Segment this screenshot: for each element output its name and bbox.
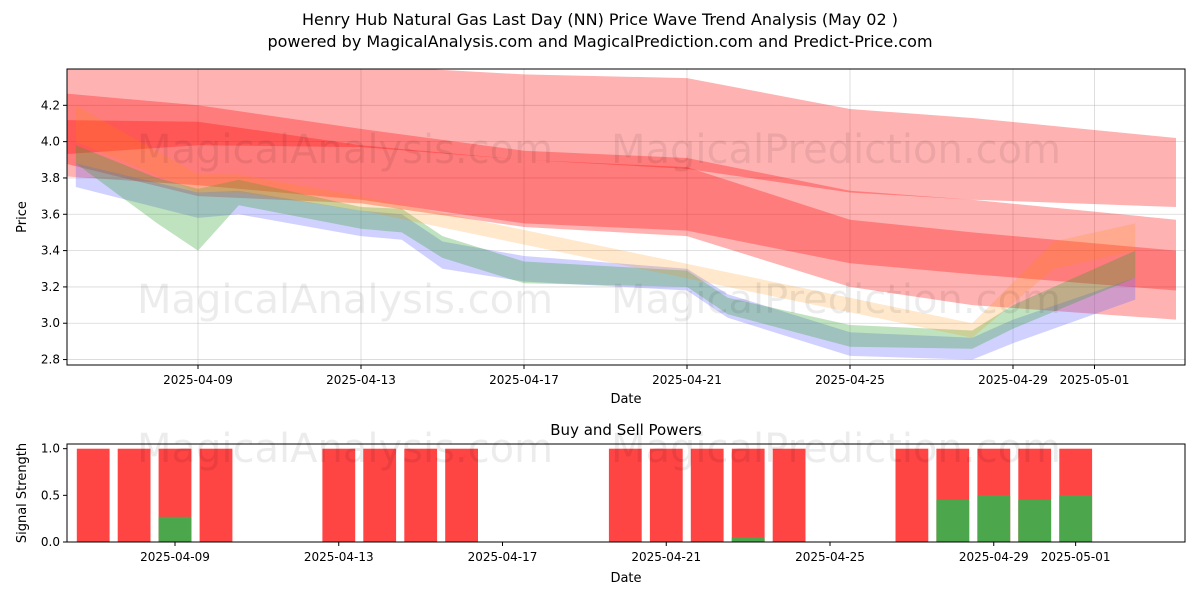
watermark-text: MagicalAnalysis.com [137, 277, 553, 323]
price-y-tick-label: 4.2 [41, 98, 60, 112]
watermark-text: MagicalPrediction.com [611, 127, 1061, 173]
sell-bar [445, 448, 478, 542]
price-y-ticks: 2.8 3.0 3.2 3.4 3.6 3.8 4.0 4.2 [41, 98, 67, 367]
sell-bar [690, 448, 724, 542]
price-y-tick-label: 2.8 [41, 353, 60, 367]
price-x-tick-label: 2025-04-09 [163, 373, 233, 387]
buy-bar [1018, 500, 1052, 542]
price-bands [67, 69, 1176, 360]
signal-x-tick-label: 2025-04-29 [959, 550, 1029, 564]
price-y-tick-label: 3.0 [41, 316, 60, 330]
signal-y-tick-label: 0.5 [41, 488, 60, 502]
buy-bar [158, 516, 192, 542]
price-y-tick-label: 3.2 [41, 280, 60, 294]
price-x-ticks: 2025-04-09 2025-04-13 2025-04-17 2025-04-21… [163, 365, 1129, 387]
signal-x-tick-label: 2025-05-01 [1041, 550, 1111, 564]
sell-bar [608, 448, 642, 542]
signal-y-axis-label: Signal Strength [15, 443, 30, 543]
signal-y-tick-label: 1.0 [41, 442, 60, 456]
sell-bar [649, 448, 683, 542]
price-y-tick-label: 3.8 [41, 171, 60, 185]
signal-plot-frame [66, 443, 1186, 543]
buy-bar [936, 500, 970, 542]
watermark-text: MagicalPrediction.com [611, 277, 1061, 323]
sell-bar [117, 448, 151, 542]
signal-y-ticks: 0.0 0.5 1.0 [41, 442, 67, 549]
price-x-tick-label: 2025-04-17 [489, 373, 559, 387]
signal-x-axis-label: Date [610, 571, 641, 586]
sell-bar [76, 448, 110, 542]
signal-x-tick-label: 2025-04-25 [795, 550, 865, 564]
price-x-axis-label: Date [610, 392, 641, 407]
signal-x-tick-label: 2025-04-17 [468, 550, 538, 564]
price-y-tick-label: 4.0 [41, 135, 60, 149]
price-plot-frame [66, 68, 1186, 366]
price-chart: MagicalAnalysis.com MagicalPrediction.com… [15, 68, 1186, 407]
price-x-tick-label: 2025-04-29 [978, 373, 1048, 387]
watermark-text: MagicalAnalysis.com [137, 426, 553, 472]
signal-bars [76, 448, 1093, 542]
price-y-tick-label: 3.6 [41, 207, 60, 221]
sell-bar [363, 448, 397, 542]
signal-chart-title: Buy and Sell Powers [550, 421, 702, 439]
signal-x-tick-label: 2025-04-13 [304, 550, 374, 564]
signal-watermarks: MagicalAnalysis.com MagicalPrediction.com [137, 426, 1061, 472]
price-band-1 [67, 69, 1176, 207]
price-plot-area [67, 69, 1185, 365]
price-x-tick-label: 2025-04-13 [326, 373, 396, 387]
buy-bar [731, 537, 765, 542]
price-band-3 [67, 120, 1176, 320]
buy-bar [977, 495, 1011, 542]
price-x-tick-label: 2025-04-25 [815, 373, 885, 387]
signal-chart: Buy and Sell Powers MagicalAnalysis.com M… [15, 421, 1186, 586]
signal-x-ticks: 2025-04-09 2025-04-13 2025-04-17 2025-04-21… [140, 542, 1111, 564]
sell-bar [404, 448, 438, 542]
buy-bar [1059, 495, 1093, 542]
price-band-2 [67, 93, 1176, 291]
sell-bar [199, 448, 233, 542]
price-grid [67, 69, 1185, 365]
price-x-tick-label: 2025-04-21 [652, 373, 722, 387]
sell-bar [731, 448, 765, 542]
price-watermarks: MagicalAnalysis.com MagicalPrediction.com… [137, 127, 1061, 323]
price-y-axis-label: Price [15, 201, 30, 233]
price-band-4 [75, 163, 1136, 360]
chart-title: Henry Hub Natural Gas Last Day (NN) Pric… [302, 10, 898, 29]
watermark-text: MagicalAnalysis.com [137, 127, 553, 173]
sell-bar [322, 448, 356, 542]
signal-x-tick-label: 2025-04-21 [631, 550, 701, 564]
signal-y-tick-label: 0.0 [41, 535, 60, 549]
sell-bar [772, 448, 806, 542]
signal-x-tick-label: 2025-04-09 [140, 550, 210, 564]
watermark-text: MagicalPrediction.com [611, 426, 1061, 472]
price-y-tick-label: 3.4 [41, 244, 60, 258]
price-x-tick-label: 2025-05-01 [1060, 373, 1130, 387]
chart-subtitle: powered by MagicalAnalysis.com and Magic… [267, 32, 932, 51]
sell-bar [895, 448, 929, 542]
